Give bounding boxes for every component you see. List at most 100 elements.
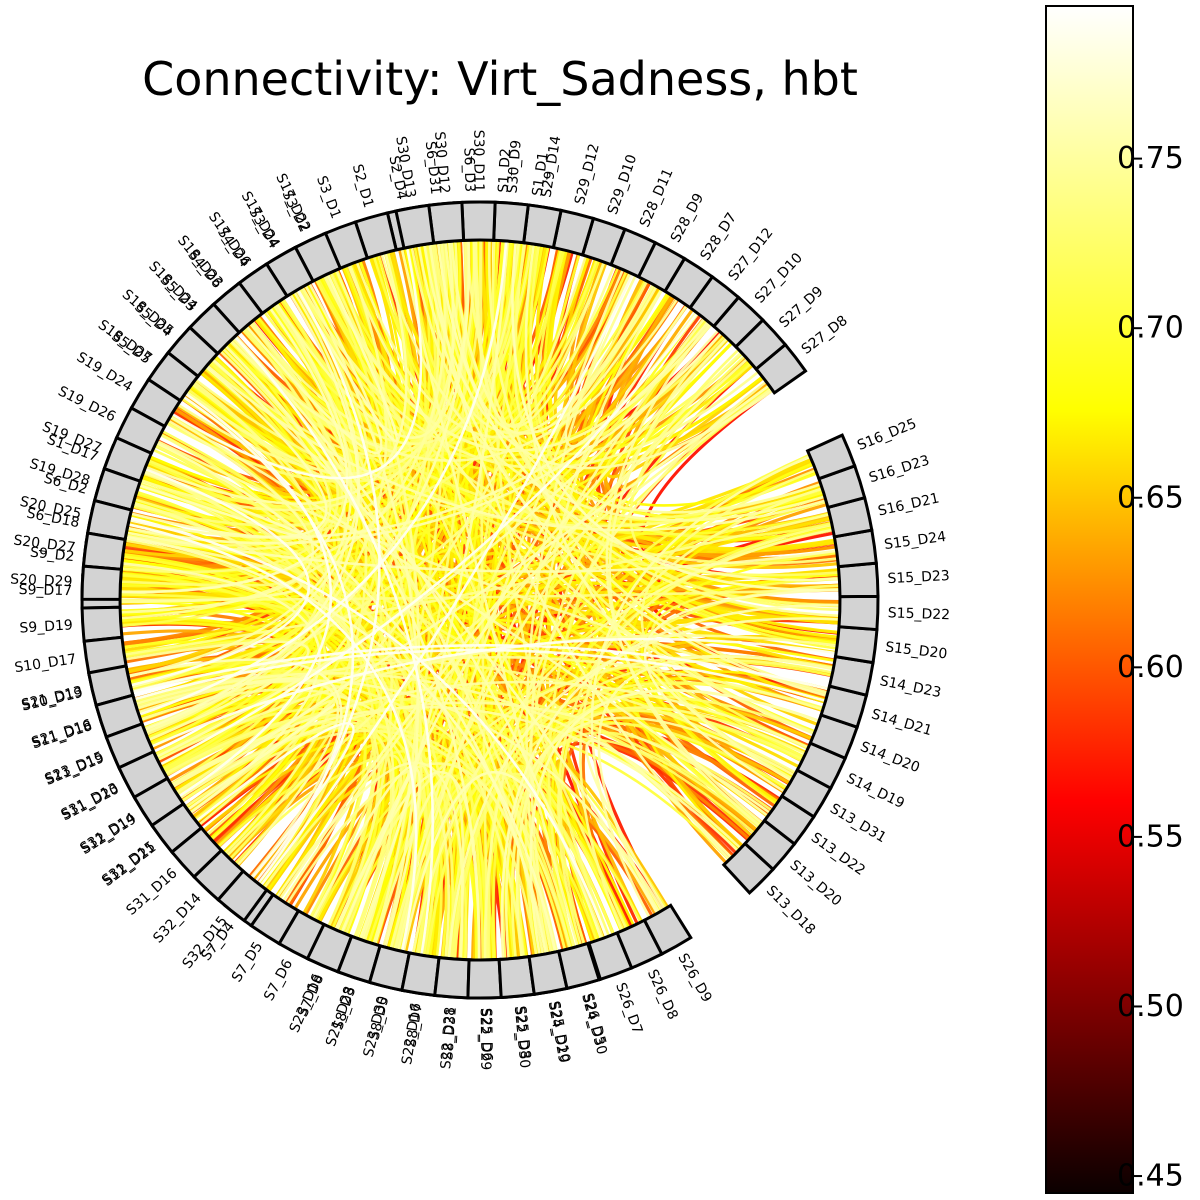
chord-edge [585,739,733,910]
node-label: S25_D6 [478,1008,495,1062]
chord-edge [262,754,403,939]
node-box [400,951,441,998]
chord-edge [194,378,823,528]
node-box [427,200,466,245]
node-label: S14_D19 [844,770,907,812]
node-box [688,274,741,329]
node-label: S23_D30 [361,995,391,1059]
chord-edge [138,470,312,541]
chord-edge [140,655,824,722]
chord-edge [444,241,663,435]
chord-edge [159,312,699,766]
node-box [460,200,497,242]
chord-edge [605,322,764,825]
chord-edge [127,523,418,952]
node-label: S1_D1 [530,151,552,197]
node-box [80,564,123,601]
chord-edge [124,640,310,741]
node-box [837,594,880,632]
node-label: S22_D29 [477,1008,494,1070]
node-box [149,801,204,855]
node-label: S31_D14 [77,810,138,857]
node-label: S15_D24 [883,529,947,553]
chord-edge [601,294,822,519]
chord-edge [340,766,417,940]
node-box [117,749,170,800]
chord-edge [257,247,427,885]
node-label: S31_D13 [58,780,121,823]
chord-edge [259,273,634,887]
chord-edge [155,441,547,955]
node-label: S19_D26 [55,383,118,425]
node-label: S25_D8 [512,1005,533,1060]
chord-edge [171,247,423,480]
node-box [492,200,530,245]
colorbar-tick-label: 0.45 [1117,1159,1184,1194]
node-box [166,325,220,379]
node-label: S2_D1 [349,163,377,210]
node-box [753,342,808,395]
node-box [216,869,269,923]
node-label: S1_D2 [496,148,515,193]
chord-edge [127,302,353,678]
chord-edge [447,617,840,959]
chord-edge [417,245,828,698]
chord-edge [185,289,369,477]
node-box [497,954,536,1000]
node-label: S18_D27 [95,317,155,367]
node-box [211,280,265,335]
chord-edge [278,337,728,900]
node-label: S21_D16 [30,717,94,751]
node-label: S31_D15 [99,839,158,889]
node-box [615,918,664,970]
node-label: S20_D27 [12,532,76,556]
node-label: S22_D28 [438,1006,458,1069]
node-label: S9_D19 [19,617,73,636]
chord-edge [281,297,485,961]
chord-edge [314,278,805,758]
node-label: S10_D17 [14,651,78,676]
chord-edge [131,644,830,694]
chord-edge [229,298,679,462]
node-box [305,922,354,974]
chord-edge [500,604,841,960]
node-label: S8_D31 [440,1006,460,1060]
chord-edge [177,384,770,798]
node-label: S16_D25 [855,416,919,454]
node-label: S7_D6 [261,957,296,1004]
node-box [662,256,715,310]
chord-edge [121,562,321,815]
node-label: S8_D7 [403,1002,426,1048]
chord-edge [526,244,779,803]
chord-edge [138,240,508,717]
chord-edge [206,364,827,532]
node-box [353,211,399,260]
node-label: S28_D9 [668,191,708,246]
chord-edges [119,239,841,961]
node-label: S13_D31 [827,801,889,846]
node-box [394,203,436,250]
chord-edge [186,703,336,812]
node-label: S9_D17 [19,582,73,599]
chart-title: Connectivity: Virt_Sadness, hbt [142,52,858,106]
node-label: S27_D9 [776,283,826,331]
node-box [367,944,412,993]
node-label: S14_D21 [869,706,933,739]
chord-edge [129,517,608,938]
node-box [237,261,290,316]
node-label: S21_D28 [323,984,358,1048]
node-box [466,957,503,1000]
node-box [762,793,816,846]
chord-edge [121,327,339,574]
chord-edge [335,304,688,931]
colorbar-tick-label: 0.65 [1117,480,1184,515]
node-label: S16_D21 [877,490,941,519]
chord-edge [557,523,833,946]
node-label: S27_D12 [726,225,777,284]
node-label: S29_D12 [572,142,603,206]
chord-edge [400,248,579,947]
chord-edge [428,243,731,861]
node-label: S6_D31 [422,140,444,195]
node-label: S28_D11 [637,166,677,229]
chord-edge [367,774,489,960]
